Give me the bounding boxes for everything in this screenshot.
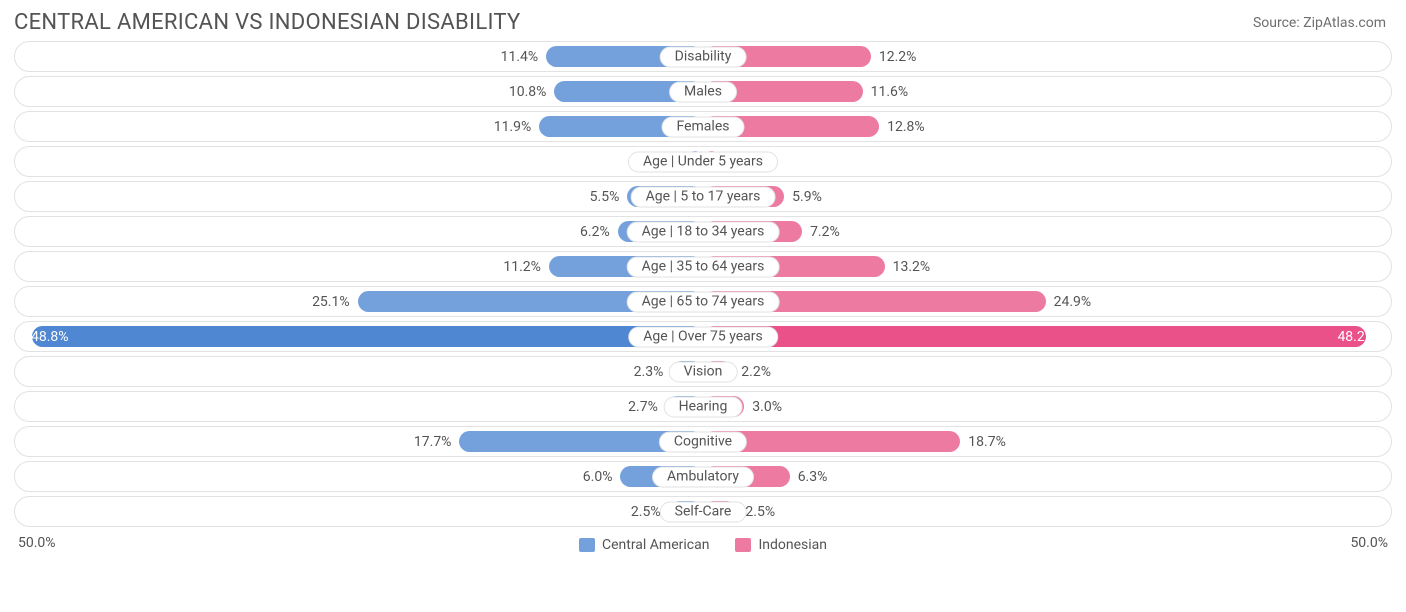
value-left: 10.8%	[509, 84, 547, 100]
category-pill: Self-Care	[660, 501, 747, 522]
value-right: 6.3%	[798, 469, 828, 485]
category-pill: Age | 5 to 17 years	[631, 186, 776, 207]
value-left: 2.7%	[628, 399, 658, 415]
value-left: 11.4%	[501, 49, 539, 65]
category-pill: Age | Over 75 years	[628, 326, 778, 347]
chart-row: 1.2%1.2%Age | Under 5 years	[14, 146, 1392, 177]
value-left: 11.2%	[503, 259, 541, 275]
chart-row: 6.0% 6.3% Ambulatory	[14, 461, 1392, 492]
value-right: 12.8%	[887, 119, 925, 135]
value-right: 2.5%	[745, 504, 775, 520]
legend-item-left: Central American	[579, 537, 709, 553]
chart-footer: 50.0% Central American Indonesian 50.0%	[0, 531, 1406, 559]
value-right: 48.2%	[1337, 329, 1375, 345]
chart-row: 10.8% 11.6% Males	[14, 76, 1392, 107]
chart-row: 48.8% 48.2% Age | Over 75 years	[14, 321, 1392, 352]
legend-swatch-icon	[735, 538, 751, 552]
category-pill: Age | Under 5 years	[628, 151, 778, 172]
chart-row: 11.4% 12.2% Disability	[14, 41, 1392, 72]
value-right: 7.2%	[810, 224, 840, 240]
chart-row: 2.7% 3.0% Hearing	[14, 391, 1392, 422]
legend-label: Central American	[602, 537, 709, 553]
source-label: Source: ZipAtlas.com	[1253, 15, 1386, 31]
category-pill: Vision	[669, 361, 738, 382]
category-pill: Age | 65 to 74 years	[627, 291, 780, 312]
category-pill: Males	[669, 81, 737, 102]
header: CENTRAL AMERICAN VS INDONESIAN DISABILIT…	[0, 0, 1406, 41]
value-left: 25.1%	[312, 294, 350, 310]
chart-row: 11.2% 13.2% Age | 35 to 64 years	[14, 251, 1392, 282]
category-pill: Ambulatory	[652, 466, 754, 487]
value-left: 6.0%	[583, 469, 613, 485]
bar-right	[703, 326, 1366, 347]
page: CENTRAL AMERICAN VS INDONESIAN DISABILIT…	[0, 0, 1406, 612]
chart-row: 5.5% 5.9% Age | 5 to 17 years	[14, 181, 1392, 212]
value-left: 5.5%	[590, 189, 620, 205]
category-pill: Hearing	[664, 396, 743, 417]
legend-swatch-icon	[579, 538, 595, 552]
category-pill: Disability	[660, 46, 747, 67]
category-pill: Age | 18 to 34 years	[627, 221, 780, 242]
value-right: 18.7%	[968, 434, 1006, 450]
legend-label: Indonesian	[758, 537, 827, 553]
category-pill: Females	[662, 116, 745, 137]
value-right: 2.2%	[741, 364, 771, 380]
chart-row: 11.9% 12.8% Females	[14, 111, 1392, 142]
value-right: 5.9%	[792, 189, 822, 205]
chart-row: 17.7% 18.7% Cognitive	[14, 426, 1392, 457]
chart-row: 2.5% 2.5%Self-Care	[14, 496, 1392, 527]
value-left: 2.5%	[631, 504, 661, 520]
value-left: 6.2%	[580, 224, 610, 240]
value-right: 24.9%	[1054, 294, 1092, 310]
value-right: 13.2%	[893, 259, 931, 275]
value-left: 2.3%	[634, 364, 664, 380]
category-pill: Cognitive	[659, 431, 747, 452]
category-pill: Age | 35 to 64 years	[627, 256, 780, 277]
bar-left	[32, 326, 703, 347]
value-right: 11.6%	[871, 84, 909, 100]
chart-row: 2.3% 2.2%Vision	[14, 356, 1392, 387]
value-left: 48.8%	[31, 329, 69, 345]
page-title: CENTRAL AMERICAN VS INDONESIAN DISABILIT…	[14, 10, 521, 35]
legend-item-right: Indonesian	[735, 537, 827, 553]
chart-row: 6.2% 7.2% Age | 18 to 34 years	[14, 216, 1392, 247]
axis-max-left: 50.0%	[18, 535, 56, 551]
value-left: 17.7%	[414, 434, 452, 450]
legend: Central American Indonesian	[579, 537, 827, 553]
diverging-bar-chart: 11.4% 12.2% Disability 10.8% 11.6% Males 11.9%…	[0, 41, 1406, 527]
chart-row: 25.1% 24.9% Age | 65 to 74 years	[14, 286, 1392, 317]
axis-max-right: 50.0%	[1350, 535, 1388, 551]
value-right: 12.2%	[879, 49, 917, 65]
value-left: 11.9%	[494, 119, 532, 135]
value-right: 3.0%	[752, 399, 782, 415]
